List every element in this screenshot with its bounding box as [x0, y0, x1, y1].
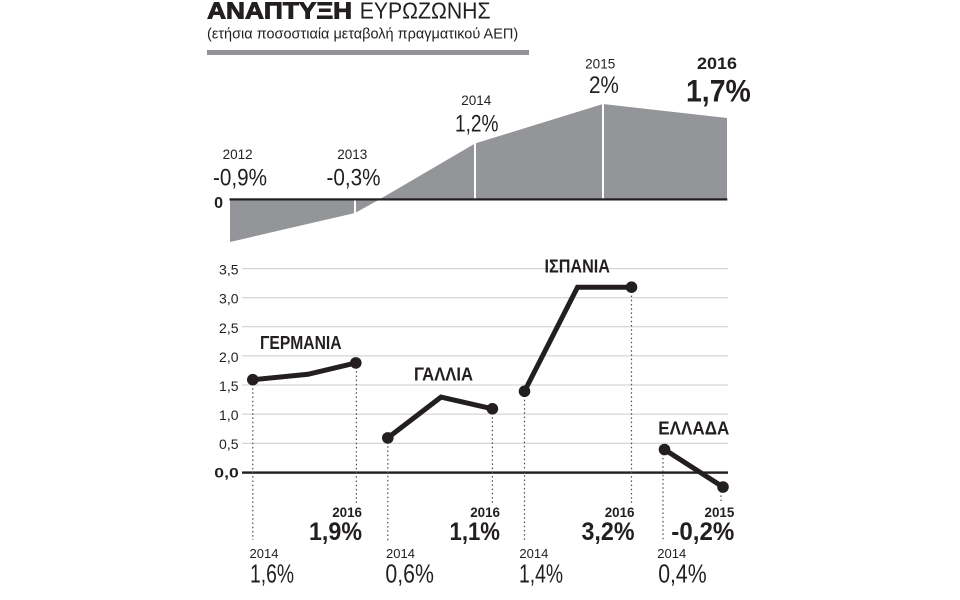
svg-text:1,5: 1,5 [219, 378, 239, 394]
svg-text:2016: 2016 [697, 55, 737, 73]
svg-text:1,4%: 1,4% [519, 558, 563, 588]
svg-text:-0,9%: -0,9% [213, 165, 267, 192]
svg-text:-0,3%: -0,3% [327, 165, 381, 192]
svg-text:3,0: 3,0 [219, 291, 239, 307]
svg-text:1,2%: 1,2% [455, 111, 499, 138]
svg-text:(ετήσια ποσοστιαία μεταβολή πρ: (ετήσια ποσοστιαία μεταβολή πραγματικού … [207, 26, 518, 42]
svg-text:2016: 2016 [470, 505, 500, 520]
svg-text:2014: 2014 [519, 546, 548, 561]
svg-text:2014: 2014 [657, 546, 686, 561]
svg-text:2014: 2014 [386, 546, 415, 561]
svg-text:2%: 2% [589, 72, 619, 99]
svg-text:0,5: 0,5 [219, 436, 239, 452]
svg-text:2013: 2013 [337, 147, 367, 162]
svg-text:ΕΛΛΑΔΑ: ΕΛΛΑΔΑ [658, 419, 729, 439]
svg-text:2014: 2014 [250, 546, 279, 561]
svg-text:0,0: 0,0 [214, 465, 239, 481]
svg-text:ΕΥΡΩΖΩΝΗΣ: ΕΥΡΩΖΩΝΗΣ [360, 0, 491, 24]
svg-text:2,5: 2,5 [219, 320, 239, 336]
svg-text:2015: 2015 [705, 505, 735, 520]
svg-text:2,0: 2,0 [219, 349, 239, 365]
svg-text:2015: 2015 [585, 57, 615, 72]
svg-text:0,6%: 0,6% [385, 558, 434, 588]
svg-text:2016: 2016 [605, 505, 635, 520]
svg-text:3,2%: 3,2% [582, 518, 635, 546]
svg-text:0,4%: 0,4% [658, 558, 707, 588]
svg-text:ΑΝΑΠΤΥΞΗ: ΑΝΑΠΤΥΞΗ [207, 0, 352, 24]
svg-text:3,5: 3,5 [219, 262, 239, 278]
svg-text:2012: 2012 [223, 147, 253, 162]
svg-text:1,9%: 1,9% [309, 518, 362, 546]
svg-text:0: 0 [214, 195, 223, 212]
svg-text:ΓΑΛΛΙΑ: ΓΑΛΛΙΑ [414, 365, 473, 385]
svg-text:1,6%: 1,6% [250, 558, 294, 588]
svg-text:2014: 2014 [461, 93, 492, 108]
svg-text:2016: 2016 [332, 505, 362, 520]
svg-text:1,0: 1,0 [219, 407, 239, 423]
svg-text:ΓΕΡΜΑΝΙΑ: ΓΕΡΜΑΝΙΑ [260, 333, 342, 353]
svg-text:1,1%: 1,1% [450, 518, 501, 546]
svg-text:1,7%: 1,7% [686, 73, 751, 109]
svg-text:-0,2%: -0,2% [671, 518, 734, 546]
svg-text:ΙΣΠΑΝΙΑ: ΙΣΠΑΝΙΑ [545, 257, 611, 277]
